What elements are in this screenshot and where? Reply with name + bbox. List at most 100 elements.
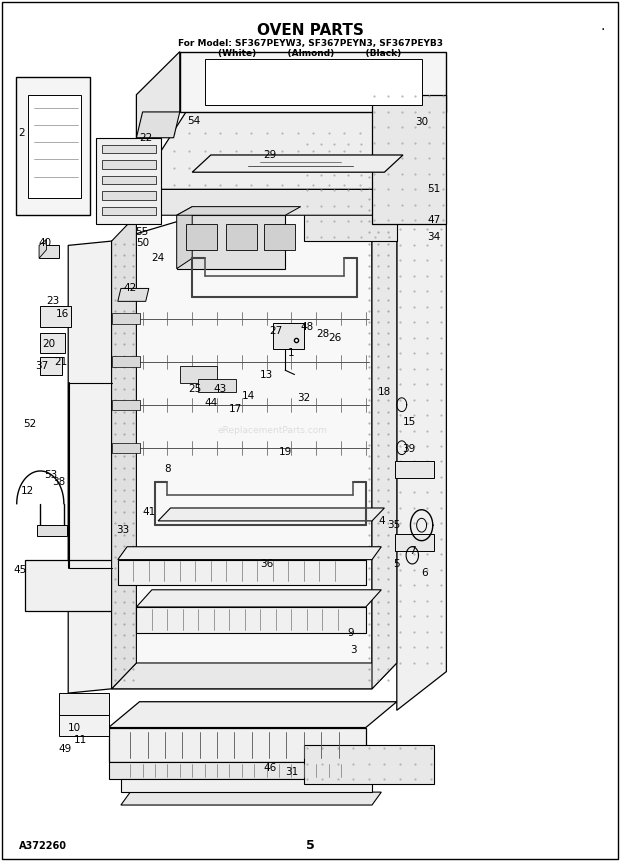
Polygon shape [108,728,366,762]
Polygon shape [121,792,381,805]
Text: 16: 16 [55,309,69,319]
Polygon shape [198,379,236,392]
Text: 6: 6 [422,567,428,578]
Text: 36: 36 [260,559,273,569]
Text: 51: 51 [427,184,441,195]
Polygon shape [158,508,384,521]
Polygon shape [108,702,397,728]
Polygon shape [39,245,59,258]
Text: 5: 5 [394,559,400,569]
Polygon shape [264,224,294,250]
Polygon shape [304,138,397,241]
Text: .: . [600,19,605,33]
Polygon shape [273,323,304,349]
Text: 14: 14 [241,391,255,401]
Text: 47: 47 [427,214,441,225]
Polygon shape [96,138,161,224]
Text: 32: 32 [297,393,311,403]
Polygon shape [180,366,217,383]
Text: 7: 7 [409,546,415,556]
Text: 3: 3 [350,645,356,655]
Text: 50: 50 [136,238,149,248]
Text: A372260: A372260 [19,840,66,851]
Polygon shape [136,52,180,155]
Text: For Model: SF367PEYW3, SF367PEYN3, SF367PEYB3: For Model: SF367PEYW3, SF367PEYN3, SF367… [177,39,443,47]
Text: 41: 41 [142,507,156,517]
Polygon shape [395,534,434,551]
Polygon shape [112,313,140,324]
Polygon shape [180,52,446,112]
Polygon shape [112,663,397,689]
Text: 19: 19 [278,447,292,457]
Text: 44: 44 [204,398,218,408]
Polygon shape [136,590,381,607]
Text: 10: 10 [68,722,81,733]
Text: 35: 35 [387,520,401,530]
Text: 27: 27 [269,326,283,337]
Polygon shape [118,288,149,301]
Text: 40: 40 [38,238,51,248]
Polygon shape [136,189,397,215]
Polygon shape [118,560,366,585]
Text: 17: 17 [229,404,242,414]
Polygon shape [136,112,446,189]
Text: 53: 53 [44,470,58,480]
Polygon shape [304,745,434,784]
Polygon shape [68,241,112,693]
Polygon shape [28,95,81,198]
Text: 26: 26 [328,332,342,343]
Text: 55: 55 [135,227,148,238]
Text: 11: 11 [74,735,87,746]
Text: 37: 37 [35,361,49,371]
Polygon shape [39,239,46,258]
Text: 9: 9 [347,628,353,638]
Text: (White)          (Almond)          (Black): (White) (Almond) (Black) [218,49,402,58]
Polygon shape [59,715,108,736]
Text: 12: 12 [21,486,35,496]
Text: 54: 54 [187,115,201,126]
Polygon shape [177,215,285,269]
Text: 48: 48 [301,322,314,332]
Polygon shape [226,224,257,250]
Polygon shape [136,607,366,633]
Text: 15: 15 [402,417,416,427]
Polygon shape [192,155,403,172]
Text: 22: 22 [139,133,153,143]
Text: 25: 25 [188,384,202,394]
Text: 33: 33 [116,524,130,535]
Text: 2: 2 [19,128,25,139]
Text: eReplacementParts.com: eReplacementParts.com [218,426,328,435]
Text: 28: 28 [316,329,329,339]
Text: 20: 20 [42,339,55,350]
Polygon shape [118,547,381,560]
Text: 43: 43 [213,384,227,394]
Polygon shape [112,356,140,367]
Text: 8: 8 [164,464,171,474]
Polygon shape [112,164,372,689]
Text: 1: 1 [288,348,294,358]
Polygon shape [16,77,90,215]
Polygon shape [112,400,140,410]
Polygon shape [37,525,67,536]
Text: 46: 46 [263,763,277,773]
Polygon shape [40,357,62,375]
Text: OVEN PARTS: OVEN PARTS [257,22,363,38]
Text: 30: 30 [415,117,428,127]
Text: 45: 45 [13,565,27,575]
Polygon shape [102,191,156,200]
Polygon shape [102,145,156,153]
Polygon shape [372,95,446,224]
Polygon shape [186,224,217,250]
Text: 21: 21 [54,356,68,367]
Text: 13: 13 [260,369,273,380]
Polygon shape [177,207,301,215]
Polygon shape [177,207,192,269]
Polygon shape [395,461,434,478]
Polygon shape [112,215,136,689]
Text: 42: 42 [123,283,137,294]
Polygon shape [372,138,397,689]
Polygon shape [40,306,71,327]
Text: 52: 52 [23,418,37,429]
Text: 34: 34 [427,232,441,242]
Polygon shape [136,112,180,138]
